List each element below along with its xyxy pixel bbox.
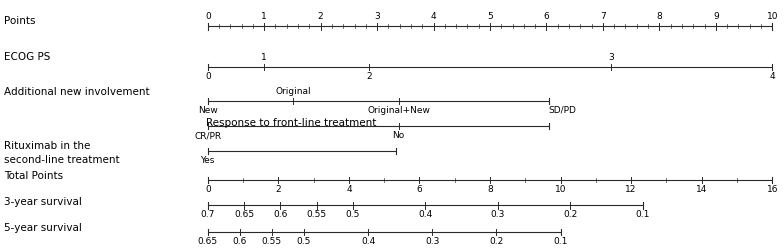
Text: 0.55: 0.55 <box>262 237 282 246</box>
Text: 8: 8 <box>487 185 493 194</box>
Text: Yes: Yes <box>201 156 215 165</box>
Text: 1: 1 <box>261 53 267 62</box>
Text: 0.6: 0.6 <box>273 210 288 219</box>
Text: 10: 10 <box>767 12 778 21</box>
Text: 6: 6 <box>416 185 423 194</box>
Text: 0.7: 0.7 <box>201 210 215 219</box>
Text: 10: 10 <box>555 185 566 194</box>
Text: 9: 9 <box>713 12 719 21</box>
Text: 0.65: 0.65 <box>234 210 254 219</box>
Text: 0.3: 0.3 <box>491 210 505 219</box>
Text: 6: 6 <box>543 12 550 21</box>
Text: 0.55: 0.55 <box>307 210 327 219</box>
Text: No: No <box>393 131 405 140</box>
Text: 0: 0 <box>205 12 211 21</box>
Text: 4: 4 <box>346 185 352 194</box>
Text: 4: 4 <box>430 12 437 21</box>
Text: 0.4: 0.4 <box>418 210 433 219</box>
Text: New: New <box>198 106 218 115</box>
Text: 1: 1 <box>261 12 267 21</box>
Text: 2: 2 <box>366 72 372 81</box>
Text: Response to front-line treatment: Response to front-line treatment <box>206 118 376 129</box>
Text: Rituximab in the: Rituximab in the <box>4 141 90 151</box>
Text: CR/PR: CR/PR <box>194 131 221 140</box>
Text: 16: 16 <box>767 185 778 194</box>
Text: 0.65: 0.65 <box>198 237 218 246</box>
Text: 8: 8 <box>656 12 662 21</box>
Text: 0.6: 0.6 <box>233 237 247 246</box>
Text: second-line treatment: second-line treatment <box>4 155 119 165</box>
Text: 0.2: 0.2 <box>563 210 578 219</box>
Text: Original+New: Original+New <box>368 106 430 115</box>
Text: 3-year survival: 3-year survival <box>4 197 82 207</box>
Text: 7: 7 <box>600 12 606 21</box>
Text: 3: 3 <box>608 53 614 62</box>
Text: 0: 0 <box>205 185 211 194</box>
Text: 4: 4 <box>769 72 775 81</box>
Text: 5: 5 <box>487 12 493 21</box>
Text: 0.5: 0.5 <box>346 210 360 219</box>
Text: SD/PD: SD/PD <box>549 106 577 115</box>
Text: 0.1: 0.1 <box>554 237 568 246</box>
Text: 0.3: 0.3 <box>425 237 440 246</box>
Text: 2: 2 <box>275 185 281 194</box>
Text: 14: 14 <box>696 185 707 194</box>
Text: 0: 0 <box>205 72 211 81</box>
Text: Additional new involvement: Additional new involvement <box>4 87 150 97</box>
Text: 0.5: 0.5 <box>297 237 311 246</box>
Text: 5-year survival: 5-year survival <box>4 223 82 233</box>
Text: 0.1: 0.1 <box>636 210 650 219</box>
Text: ECOG PS: ECOG PS <box>4 52 50 62</box>
Text: 12: 12 <box>626 185 637 194</box>
Text: Original: Original <box>275 87 310 96</box>
Text: 2: 2 <box>318 12 324 21</box>
Text: Points: Points <box>4 16 35 26</box>
Text: 0.4: 0.4 <box>361 237 376 246</box>
Text: Total Points: Total Points <box>4 171 63 181</box>
Text: 0.2: 0.2 <box>489 237 503 246</box>
Text: 3: 3 <box>374 12 380 21</box>
